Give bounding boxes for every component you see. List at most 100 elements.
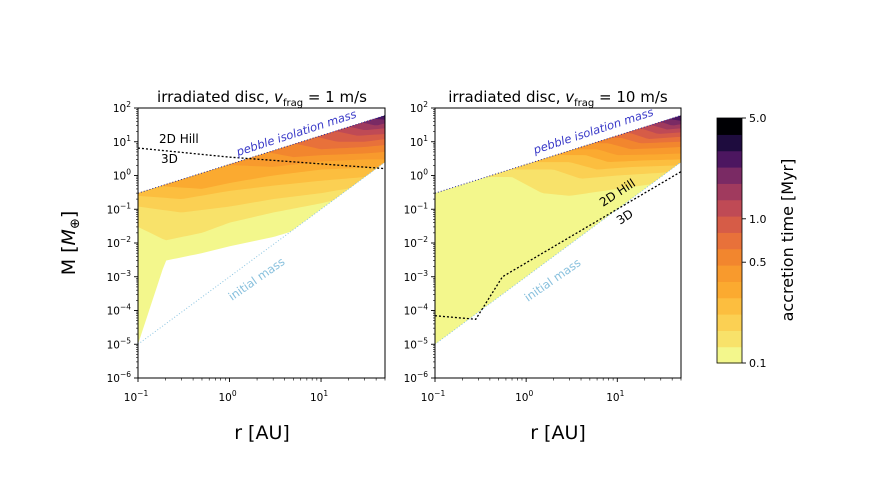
colorbar-band: [717, 248, 742, 266]
left-contour-band-0.25: [138, 115, 385, 194]
left-title-var: v: [274, 88, 284, 106]
right-y-tick-label: 10−5: [404, 336, 429, 351]
right-title-main: irradiated disc,: [448, 88, 565, 106]
colorbar-band: [717, 314, 742, 331]
right-panel-title: irradiated disc, vfrag = 10 m/s: [448, 88, 668, 109]
right-contour-band-0.16: [435, 115, 681, 194]
colorbar-band: [717, 281, 742, 299]
right-pebble-isolation-line: [435, 115, 681, 194]
tick-base: 10: [410, 137, 423, 149]
left-y-tick-label: 10−6: [107, 370, 132, 385]
right-boundary-lines: [435, 115, 681, 345]
y-label-main: M [: [58, 245, 80, 275]
y-label-subscript: ⊕: [68, 218, 83, 229]
tick-exponent: 1: [323, 389, 328, 398]
tick-base: 10: [404, 339, 417, 351]
tick-base: 10: [404, 204, 417, 216]
tick-exponent: 0: [232, 389, 237, 398]
y-label-symbol: M: [58, 229, 80, 245]
tick-base: 10: [404, 306, 417, 318]
colorbar-frame: [716, 117, 743, 364]
tick-base: 10: [218, 392, 231, 404]
tick-base: 10: [410, 171, 423, 183]
left-y-tick-label: 10−3: [107, 269, 132, 284]
right-x-tick-label: 100: [515, 389, 533, 404]
tick-exponent: 0: [423, 168, 428, 177]
right-x-tick-label: 10−1: [421, 389, 446, 404]
colorbar-tick-label: 1.0: [749, 213, 767, 226]
tick-exponent: 0: [126, 168, 131, 177]
colorbar-band: [717, 265, 742, 282]
tick-exponent: −3: [417, 269, 428, 278]
left-title-main: irradiated disc,: [157, 88, 274, 106]
right-title-sub: frag: [574, 98, 594, 109]
tick-exponent: −1: [417, 201, 428, 210]
left-2d-hill-label: 2D Hill: [159, 132, 199, 146]
left-x-tick-label: 10−1: [124, 389, 149, 404]
right-initial-mass-line: [435, 161, 681, 345]
colorbar-bands: [717, 118, 742, 364]
colorbar-tick-label: 5.0: [749, 112, 767, 125]
left-pebble-isolation-line: [138, 115, 385, 194]
right-title-var: v: [565, 88, 575, 106]
tick-base: 10: [124, 392, 137, 404]
tick-exponent: 2: [423, 100, 428, 109]
colorbar-band: [717, 330, 742, 348]
right-title-value: = 10 m/s: [594, 88, 668, 106]
tick-exponent: −6: [120, 370, 131, 379]
colorbar-band: [717, 346, 742, 364]
colorbar-band: [717, 183, 742, 201]
colorbar-label: accretion time [Myr]: [778, 159, 797, 322]
tick-base: 10: [107, 238, 120, 250]
tick-exponent: −2: [417, 235, 428, 244]
tick-base: 10: [515, 392, 528, 404]
right-y-tick-label: 10−3: [404, 269, 429, 284]
tick-base: 10: [310, 392, 323, 404]
left-y-tick-label: 100: [113, 168, 131, 183]
colorbar-band: [717, 134, 742, 152]
colorbar-band: [717, 118, 742, 135]
tick-base: 10: [107, 373, 120, 385]
tick-exponent: −5: [120, 336, 131, 345]
colorbar-band: [717, 232, 742, 250]
left-boundary-lines: [138, 115, 385, 345]
left-title-value: = 1 m/s: [303, 88, 367, 106]
left-x-axis-label: r [AU]: [234, 422, 290, 444]
right-y-tick-label: 10−2: [404, 235, 429, 250]
tick-base: 10: [113, 171, 126, 183]
tick-base: 10: [107, 339, 120, 351]
tick-exponent: −6: [417, 370, 428, 379]
left-panel-title: irradiated disc, vfrag = 1 m/s: [157, 88, 367, 109]
tick-base: 10: [421, 392, 434, 404]
tick-exponent: 1: [620, 389, 625, 398]
left-y-axis-label: M [M⊕]: [58, 211, 83, 276]
right-x-axis-label: r [AU]: [530, 422, 586, 444]
left-x-tick-label: 100: [218, 389, 236, 404]
y-label-end: ]: [58, 211, 80, 218]
tick-exponent: 1: [423, 134, 428, 143]
tick-exponent: 1: [126, 134, 131, 143]
left-title-sub: frag: [283, 98, 303, 109]
tick-exponent: 0: [528, 389, 533, 398]
left-y-tick-label: 10−2: [107, 235, 132, 250]
colorbar: 5.0 1.0 0.5 0.1 accretion time [Myr]: [716, 112, 797, 370]
tick-base: 10: [404, 373, 417, 385]
colorbar-tick-label: 0.1: [749, 357, 767, 370]
right-y-tick-label: 100: [410, 168, 428, 183]
right-y-tick-label: 10−1: [404, 201, 429, 216]
tick-base: 10: [107, 306, 120, 318]
colorbar-band: [717, 297, 742, 315]
left-y-tick-label: 101: [113, 134, 131, 149]
tick-exponent: −3: [120, 269, 131, 278]
colorbar-tick-label: 0.5: [749, 256, 767, 269]
tick-base: 10: [107, 204, 120, 216]
right-y-tick-label: 102: [410, 100, 428, 115]
colorbar-ticks: 5.0 1.0 0.5 0.1: [742, 112, 767, 370]
left-initial-mass-line: [138, 161, 385, 345]
right-y-tick-label: 10−4: [404, 303, 429, 318]
right-contour-fills: [435, 115, 681, 345]
tick-exponent: −5: [417, 336, 428, 345]
